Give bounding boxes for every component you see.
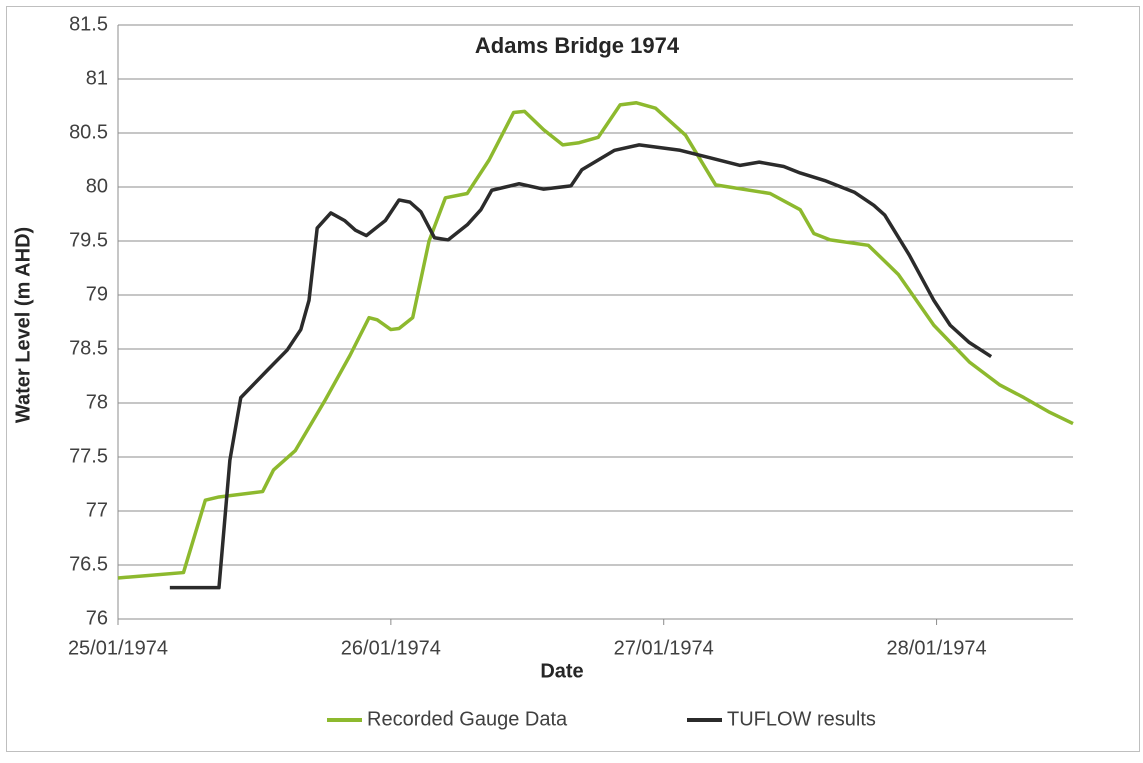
chart-title: Adams Bridge 1974 bbox=[475, 33, 680, 58]
x-tick-label: 28/01/1974 bbox=[887, 637, 987, 659]
x-tick-label: 25/01/1974 bbox=[68, 637, 168, 659]
y-tick-label: 78.5 bbox=[69, 337, 108, 359]
y-tick-label: 76 bbox=[86, 607, 108, 629]
x-tick-label: 27/01/1974 bbox=[614, 637, 714, 659]
chart-border bbox=[6, 6, 1140, 752]
x-tick-label: 26/01/1974 bbox=[341, 637, 441, 659]
y-tick-label: 81 bbox=[86, 67, 108, 89]
y-tick-label: 80.5 bbox=[69, 121, 108, 143]
legend-label: Recorded Gauge Data bbox=[367, 708, 568, 730]
x-axis-label: Date bbox=[540, 660, 583, 682]
data-line bbox=[169, 143, 993, 590]
y-tick-label: 76.5 bbox=[69, 553, 108, 575]
y-tick-label: 79 bbox=[86, 283, 108, 305]
y-tick-label: 77.5 bbox=[69, 445, 108, 467]
y-axis-label: Water Level (m AHD) bbox=[12, 227, 34, 423]
y-tick-label: 80 bbox=[86, 175, 108, 197]
y-tick-label: 77 bbox=[86, 499, 108, 521]
legend-label: TUFLOW results bbox=[727, 708, 876, 730]
y-tick-label: 79.5 bbox=[69, 229, 108, 251]
data-line bbox=[117, 101, 1074, 580]
y-tick-label: 81.5 bbox=[69, 13, 108, 35]
y-tick-label: 78 bbox=[86, 391, 108, 413]
